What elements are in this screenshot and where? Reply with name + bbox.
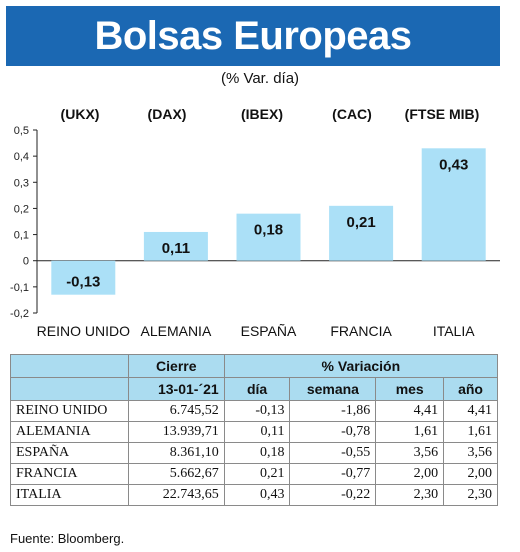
- cell-cierre: 22.743,65: [127, 484, 225, 506]
- cell-cierre: 6.745,52: [127, 400, 225, 422]
- y-tick-label: 0,5: [14, 125, 29, 137]
- cell-ano: 2,30: [443, 484, 498, 506]
- bar-reino-unido: [51, 260, 116, 295]
- y-tick-label: 0,4: [14, 151, 29, 163]
- bar-italia: [421, 148, 486, 261]
- ticker-ftse-mib: (FTSE MIB): [404, 106, 480, 122]
- cell-cierre: 13.939,71: [127, 421, 225, 443]
- y-tick-label: 0,3: [14, 177, 29, 189]
- cell-dia: 0,18: [223, 442, 291, 464]
- header-mes: mes: [375, 377, 445, 401]
- ticker-ibex: (IBEX): [241, 106, 283, 122]
- x-category-label: ALEMANIA: [140, 323, 211, 339]
- x-category-label: FRANCIA: [330, 323, 392, 339]
- data-label: 0,11: [162, 240, 190, 257]
- cell-dia: 0,43: [223, 484, 291, 506]
- bar-españa: [236, 213, 301, 261]
- y-tick-label: 0: [23, 256, 29, 268]
- cell-country: ESPAÑA: [10, 442, 129, 464]
- cell-dia: 0,21: [223, 463, 291, 485]
- table-subheader-row: 13-01-´21 día semana mes año: [10, 377, 498, 401]
- table-row: ALEMANIA 13.939,71 0,11 -0,78 1,61 1,61: [10, 421, 498, 443]
- table-row: REINO UNIDO 6.745,52 -0,13 -1,86 4,41 4,41: [10, 400, 498, 422]
- cell-country: REINO UNIDO: [10, 400, 129, 422]
- x-category-label: ESPAÑA: [241, 323, 297, 339]
- cell-semana: -0,78: [289, 421, 377, 443]
- cell-mes: 4,41: [375, 400, 445, 422]
- cell-semana: -0,55: [289, 442, 377, 464]
- data-table: Cierre % Variación 13-01-´21 día semana …: [10, 354, 499, 506]
- header-variacion: % Variación: [223, 354, 499, 378]
- header-dia: día: [223, 377, 291, 401]
- source-note: Fuente: Bloomberg.: [10, 531, 125, 546]
- cell-mes: 1,61: [375, 421, 445, 443]
- cell-mes: 2,00: [375, 463, 445, 485]
- header-semana: semana: [289, 377, 377, 401]
- cell-ano: 3,56: [443, 442, 498, 464]
- chart-subtitle: (% Var. día): [220, 70, 300, 87]
- cell-ano: 1,61: [443, 421, 498, 443]
- table-row: ITALIA 22.743,65 0,43 -0,22 2,30 2,30: [10, 484, 498, 506]
- x-category-label: REINO UNIDO: [37, 323, 130, 339]
- table-header-row: Cierre % Variación: [10, 354, 499, 378]
- table-row: ESPAÑA 8.361,10 0,18 -0,55 3,56 3,56: [10, 442, 498, 464]
- ticker-cac: (CAC): [332, 106, 372, 122]
- header-cierre: Cierre: [127, 354, 225, 378]
- cell-semana: -1,86: [289, 400, 377, 422]
- chart-title: Bolsas Europeas: [94, 13, 412, 58]
- header-date: 13-01-´21: [127, 377, 225, 401]
- header-blank-cell: [10, 354, 129, 378]
- y-tick-label: 0,2: [14, 203, 29, 215]
- cell-mes: 3,56: [375, 442, 445, 464]
- cell-semana: -0,22: [289, 484, 377, 506]
- cell-mes: 2,30: [375, 484, 445, 506]
- cell-dia: 0,11: [223, 421, 291, 443]
- x-category-label: ITALIA: [433, 323, 475, 339]
- y-tick-label: -0,1: [10, 282, 29, 294]
- cell-cierre: 8.361,10: [127, 442, 225, 464]
- cell-country: FRANCIA: [10, 463, 129, 485]
- ticker-ukx: (UKX): [60, 106, 100, 122]
- table-body: REINO UNIDO 6.745,52 -0,13 -1,86 4,41 4,41 ALE…: [10, 400, 498, 506]
- data-label: 0,18: [254, 222, 283, 239]
- y-tick-label: -0,2: [10, 308, 29, 320]
- subheader-blank-cell: [10, 377, 129, 401]
- cell-ano: 4,41: [443, 400, 498, 422]
- bar-alemania: [143, 231, 208, 261]
- cell-cierre: 5.662,67: [127, 463, 225, 485]
- data-label: -0,13: [66, 274, 100, 291]
- cell-semana: -0,77: [289, 463, 377, 485]
- bar-chart: -0,2 -0,1 0 0,1 0,2 0,3 0,4 0,5 -0,13 REINO UNIDO…: [10, 125, 500, 339]
- bar-francia: [329, 205, 394, 261]
- cell-country: ALEMANIA: [10, 421, 129, 443]
- data-label: 0,43: [439, 156, 468, 173]
- y-tick-label: 0,1: [14, 230, 29, 242]
- cell-dia: -0,13: [223, 400, 291, 422]
- cell-ano: 2,00: [443, 463, 498, 485]
- data-label: 0,21: [346, 214, 375, 231]
- cell-country: ITALIA: [10, 484, 129, 506]
- ticker-dax: (DAX): [147, 106, 187, 122]
- title-banner: Bolsas Europeas: [6, 6, 500, 66]
- header-ano: año: [443, 377, 498, 401]
- table-row: FRANCIA 5.662,67 0,21 -0,77 2,00 2,00: [10, 463, 498, 485]
